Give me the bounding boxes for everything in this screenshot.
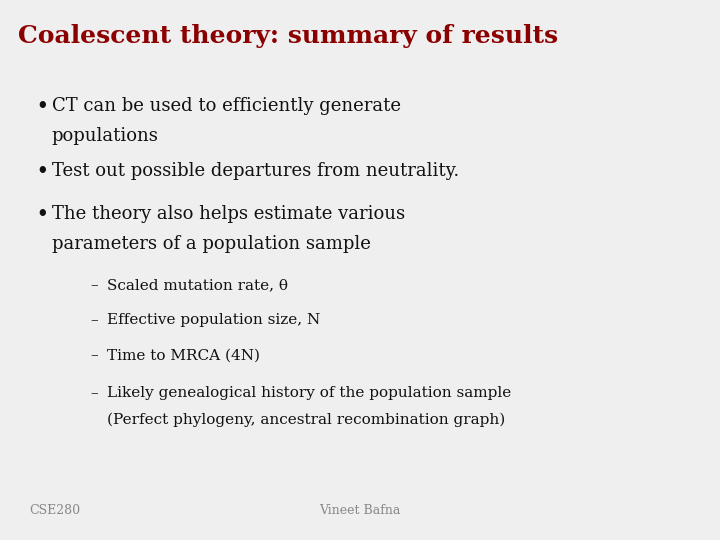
Text: Time to MRCA (4N): Time to MRCA (4N): [107, 348, 260, 362]
Text: •: •: [36, 162, 48, 180]
Text: –: –: [90, 386, 98, 400]
Text: The theory also helps estimate various: The theory also helps estimate various: [52, 205, 405, 223]
Text: Vineet Bafna: Vineet Bafna: [319, 504, 401, 517]
Text: –: –: [90, 348, 98, 362]
Text: CSE280: CSE280: [29, 504, 80, 517]
Text: CT can be used to efficiently generate: CT can be used to efficiently generate: [52, 97, 401, 115]
Text: populations: populations: [52, 127, 158, 145]
Text: Scaled mutation rate, θ: Scaled mutation rate, θ: [107, 278, 287, 292]
Text: –: –: [90, 278, 98, 292]
Text: parameters of a population sample: parameters of a population sample: [52, 235, 371, 253]
Text: •: •: [36, 97, 48, 115]
Text: Coalescent theory: summary of results: Coalescent theory: summary of results: [18, 24, 558, 49]
Text: Likely genealogical history of the population sample: Likely genealogical history of the popul…: [107, 386, 510, 400]
Text: –: –: [90, 313, 98, 327]
Text: Effective population size, N: Effective population size, N: [107, 313, 320, 327]
Text: •: •: [36, 205, 48, 223]
Text: (Perfect phylogeny, ancestral recombination graph): (Perfect phylogeny, ancestral recombinat…: [107, 413, 505, 428]
Text: Test out possible departures from neutrality.: Test out possible departures from neutra…: [52, 162, 459, 180]
